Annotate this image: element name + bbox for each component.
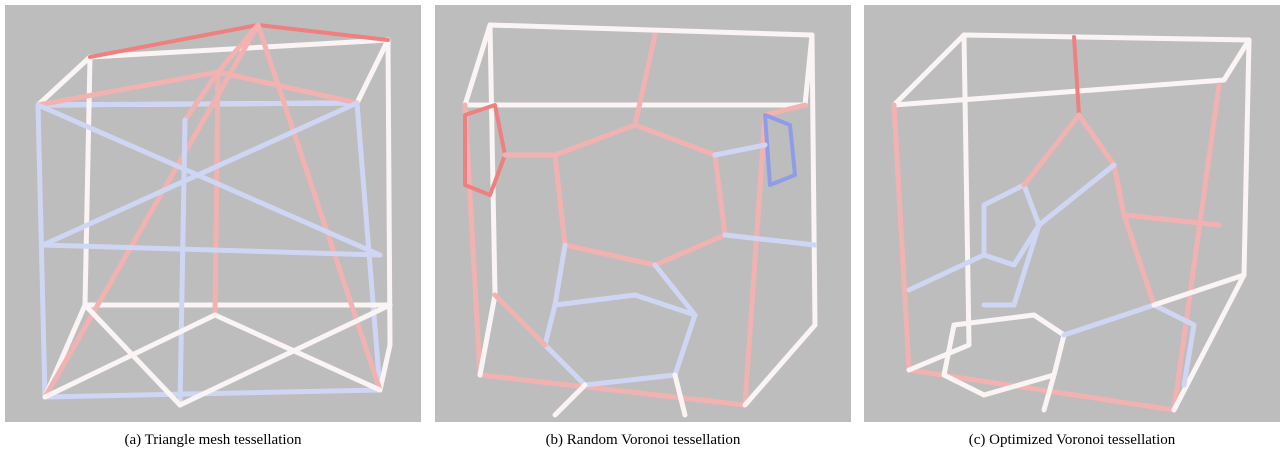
- wireframe: [435, 5, 851, 422]
- edge: [765, 115, 795, 185]
- edge: [1064, 305, 1194, 385]
- edge: [1074, 37, 1079, 115]
- edge: [545, 295, 695, 385]
- wireframe: [5, 5, 421, 422]
- edge: [218, 72, 357, 103]
- edge: [725, 235, 815, 245]
- edge: [465, 105, 805, 405]
- caption: (a) Triangle mesh tessellation: [5, 432, 421, 449]
- edge: [215, 72, 218, 315]
- edge: [1079, 115, 1154, 305]
- edge: [894, 35, 1249, 105]
- panel-c: [864, 5, 1280, 422]
- edge: [258, 25, 388, 40]
- panel-b: [435, 5, 851, 422]
- edge: [909, 35, 969, 370]
- edge: [1124, 215, 1219, 225]
- edge: [909, 255, 984, 290]
- edge: [555, 385, 585, 415]
- caption: (b) Random Voronoi tessellation: [435, 432, 851, 449]
- edge: [480, 25, 495, 375]
- edge: [555, 245, 565, 305]
- edge: [495, 295, 545, 345]
- edge: [85, 305, 180, 405]
- edge: [715, 145, 765, 155]
- edge: [555, 125, 725, 265]
- edge: [465, 25, 812, 105]
- edge: [984, 165, 1114, 305]
- edge: [1024, 115, 1079, 185]
- edge: [380, 40, 390, 390]
- caption: (c) Optimized Voronoi tessellation: [864, 432, 1280, 449]
- page: (a) Triangle mesh tessellation (b) Rando…: [0, 0, 1283, 458]
- edge: [635, 35, 655, 125]
- wireframe: [864, 5, 1280, 422]
- panel-a: [5, 5, 421, 422]
- edge: [45, 25, 258, 397]
